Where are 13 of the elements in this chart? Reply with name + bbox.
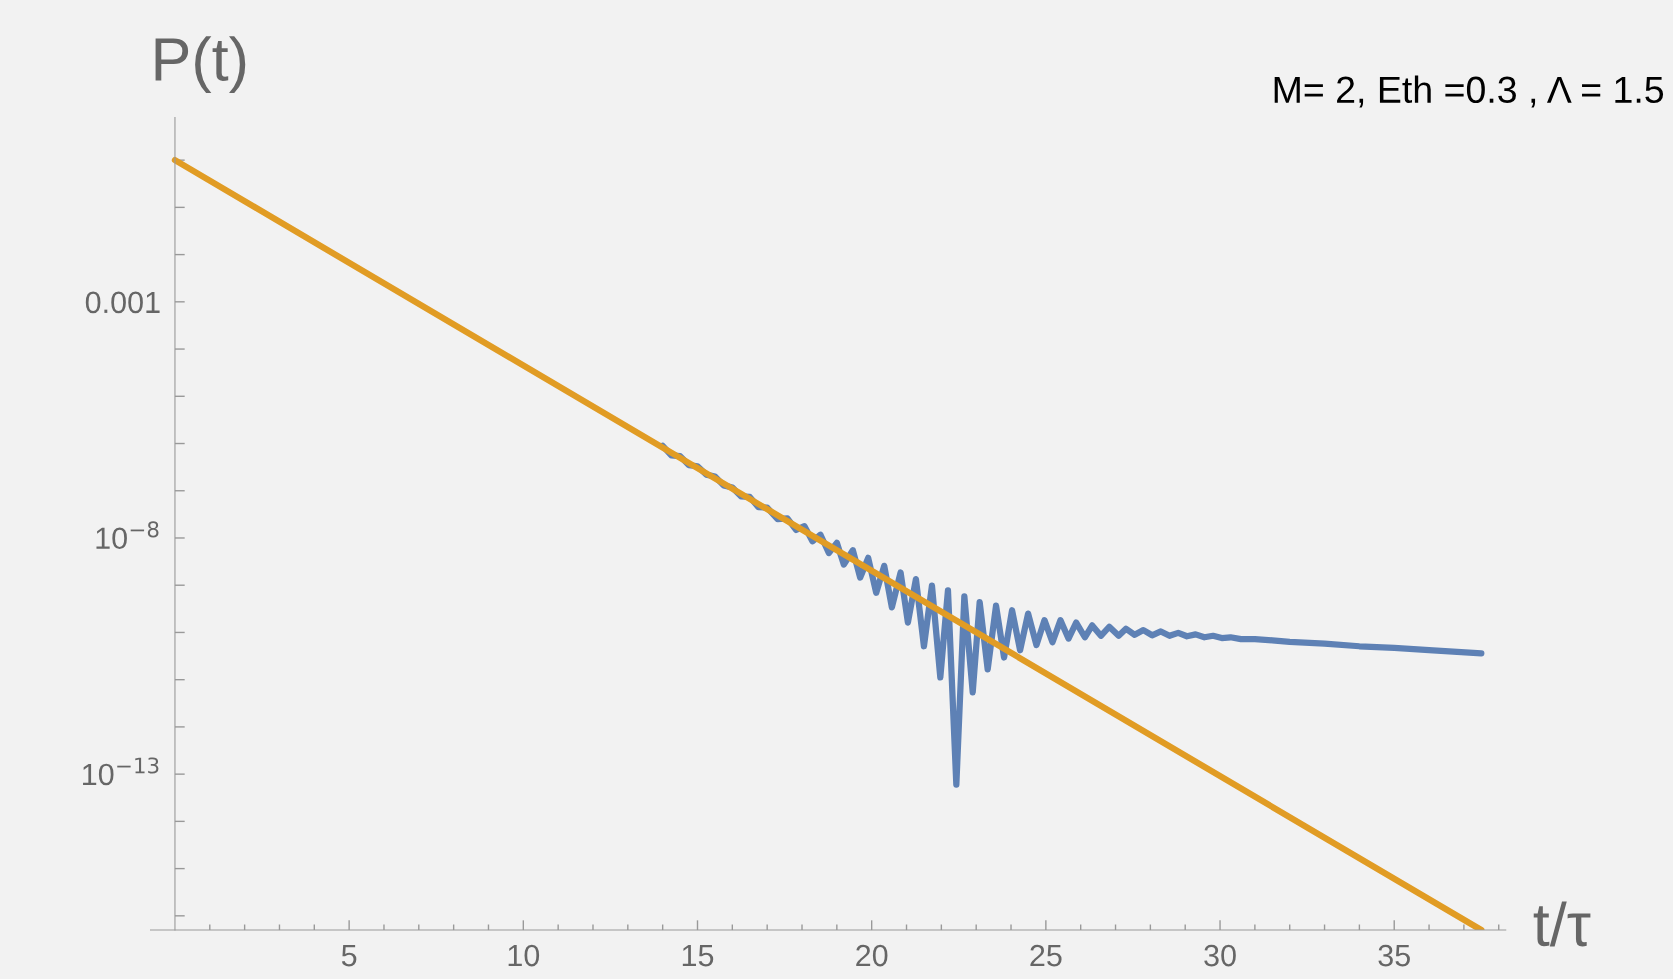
- x-tick-label: 25: [1030, 944, 1062, 967]
- y-tick-label: 0.001: [85, 291, 160, 314]
- x-tick-label: 15: [682, 945, 714, 967]
- text: M= 2, Eth =0.3 , Λ = 1.5: [1274, 75, 1664, 108]
- x-tick-label: 20: [856, 944, 888, 967]
- y-tick-label: 10$^{−8}$: [96, 521, 159, 550]
- x-tick-label: 10: [508, 944, 540, 967]
- y-tick-label: 10$^{−13}$: [83, 757, 159, 786]
- x-tick-label: 30: [1204, 944, 1236, 967]
- y-axis-title: P(t): [155, 36, 246, 94]
- x-tick-label: 35: [1378, 944, 1410, 967]
- x-tick-label: 5: [341, 945, 357, 967]
- x-axis-title: t/τ: [1533, 901, 1591, 947]
